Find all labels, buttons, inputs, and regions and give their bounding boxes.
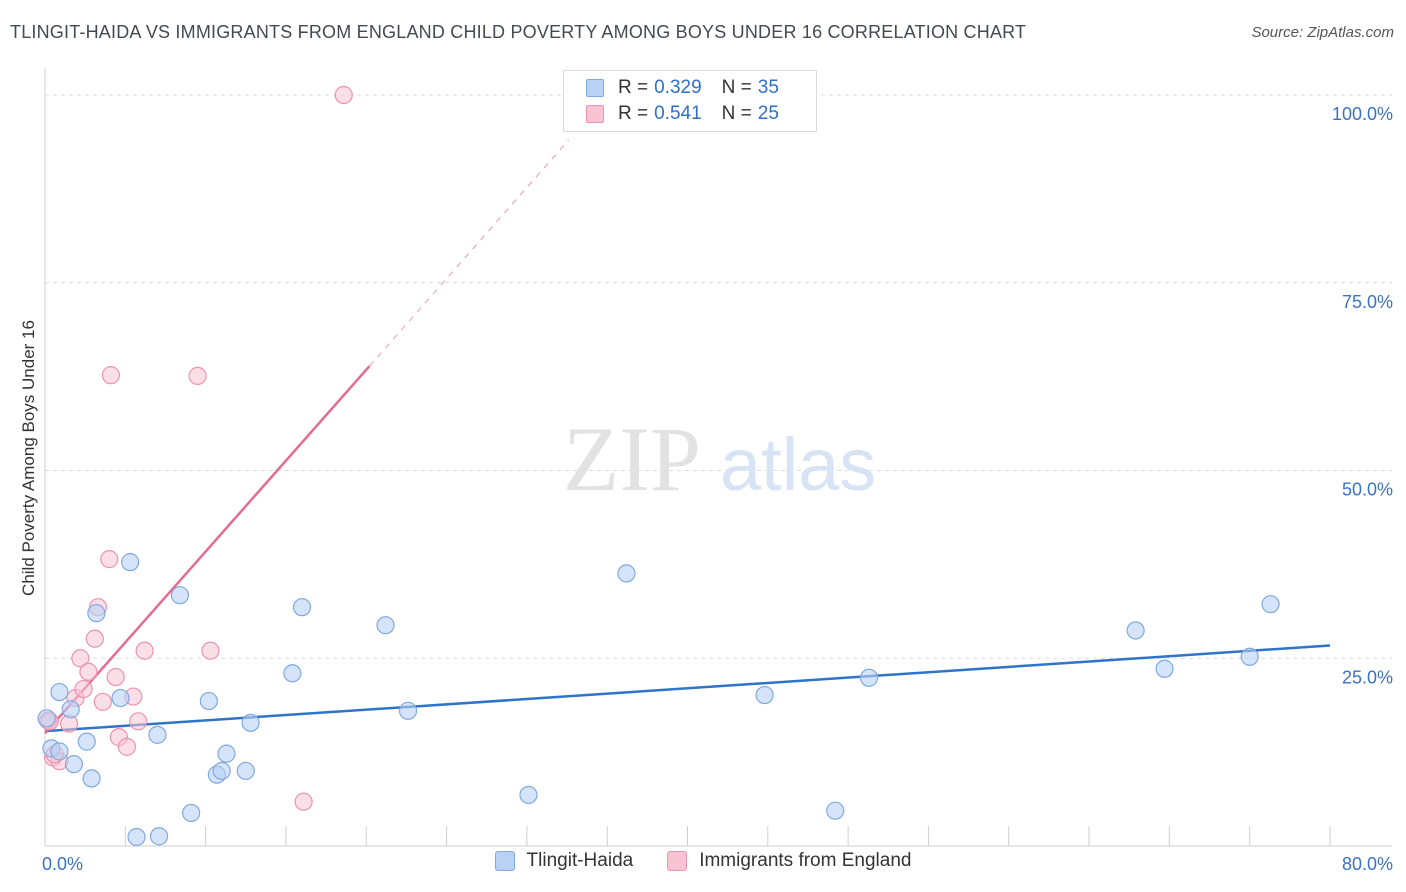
legend-item-immigrants-england: Immigrants from England bbox=[667, 850, 911, 872]
data-point-tlingit-haida bbox=[149, 827, 169, 846]
watermark: ZIP atlas bbox=[563, 408, 876, 510]
chart-title: TLINGIT-HAIDA VS IMMIGRANTS FROM ENGLAND… bbox=[10, 22, 1027, 42]
stats-legend: R = 0.329 N = 35 R = 0.541 N = 25 bbox=[563, 70, 817, 132]
legend-r-label: R = bbox=[618, 103, 649, 124]
legend-r-value: 0.541 bbox=[654, 103, 702, 124]
data-point-tlingit-haida bbox=[111, 688, 130, 708]
trend-line-immigrants-england bbox=[44, 365, 371, 735]
data-point-tlingit-haida bbox=[50, 682, 69, 702]
data-point-tlingit-haida bbox=[61, 700, 80, 719]
y-axis-label: Child Poverty Among Boys Under 16 bbox=[19, 320, 38, 596]
data-point-tlingit-haida bbox=[1240, 647, 1259, 666]
data-point-tlingit-haida bbox=[87, 604, 106, 623]
data-point-tlingit-haida bbox=[376, 616, 395, 635]
data-point-tlingit-haida bbox=[236, 761, 255, 781]
data-point-immigrants-england bbox=[129, 712, 148, 731]
x-tick-label: 0.0% bbox=[42, 854, 83, 874]
data-point-immigrants-england bbox=[294, 792, 313, 811]
x-tick-label: 80.0% bbox=[1342, 854, 1393, 874]
data-point-immigrants-england bbox=[334, 85, 353, 105]
data-point-tlingit-haida bbox=[50, 742, 69, 761]
data-point-immigrants-england bbox=[74, 679, 93, 699]
legend-swatch-pink bbox=[667, 851, 688, 871]
data-point-tlingit-haida bbox=[37, 709, 56, 728]
data-points bbox=[37, 85, 1280, 847]
data-point-tlingit-haida bbox=[519, 785, 538, 805]
data-point-tlingit-haida bbox=[1155, 659, 1174, 678]
legend-item-tlingit-haida: Tlingit-Haida bbox=[494, 850, 634, 872]
data-point-tlingit-haida bbox=[398, 701, 418, 720]
data-point-tlingit-haida bbox=[859, 668, 879, 687]
grid-lines bbox=[45, 94, 1392, 659]
data-point-tlingit-haida bbox=[77, 732, 96, 751]
data-point-tlingit-haida bbox=[199, 691, 218, 711]
data-point-immigrants-england bbox=[135, 641, 154, 660]
data-point-immigrants-england bbox=[201, 641, 220, 660]
legend-r-label: R = bbox=[618, 77, 649, 98]
legend-row-tlingit: R = 0.329 N = 35 bbox=[586, 75, 785, 101]
data-point-immigrants-england bbox=[100, 550, 119, 569]
series-legend: Tlingit-Haida Immigrants from England bbox=[0, 850, 1406, 872]
trend-line-tlingit-haida bbox=[44, 644, 1331, 733]
y-tick-label: 50.0% bbox=[1342, 480, 1393, 500]
trend-line-extension bbox=[369, 139, 570, 367]
legend-n-value: 35 bbox=[757, 77, 779, 98]
source-credit: Source: ZipAtlas.com bbox=[1251, 24, 1394, 41]
legend-swatch-blue bbox=[586, 79, 604, 97]
legend-n-label: N = bbox=[721, 103, 752, 124]
data-point-immigrants-england bbox=[101, 366, 120, 385]
data-point-tlingit-haida bbox=[148, 725, 167, 744]
data-point-tlingit-haida bbox=[82, 769, 101, 788]
legend-n-value: 25 bbox=[757, 103, 779, 124]
data-point-immigrants-england bbox=[188, 366, 207, 385]
data-point-tlingit-haida bbox=[170, 586, 190, 605]
legend-label: Immigrants from England bbox=[699, 850, 912, 871]
y-tick-label: 25.0% bbox=[1342, 667, 1393, 687]
data-point-immigrants-england bbox=[71, 649, 90, 668]
data-point-tlingit-haida bbox=[283, 664, 302, 683]
data-point-tlingit-haida bbox=[212, 761, 231, 781]
legend-r-value: 0.329 bbox=[654, 77, 702, 98]
legend-swatch-pink bbox=[586, 105, 604, 123]
legend-n-label: N = bbox=[721, 77, 752, 98]
data-point-tlingit-haida bbox=[826, 801, 845, 820]
data-point-tlingit-haida bbox=[1261, 595, 1280, 614]
data-point-tlingit-haida bbox=[121, 553, 140, 572]
data-point-tlingit-haida bbox=[64, 755, 84, 774]
data-point-immigrants-england bbox=[117, 737, 137, 756]
data-point-tlingit-haida bbox=[755, 685, 774, 705]
tick-labels: 25.0% 50.0% 75.0% 100.0% 0.0% 80.0% bbox=[42, 104, 1393, 874]
data-point-immigrants-england bbox=[106, 667, 125, 687]
data-point-tlingit-haida bbox=[617, 564, 636, 583]
y-tick-label: 100.0% bbox=[1332, 104, 1393, 124]
y-tick-label: 75.0% bbox=[1342, 292, 1393, 312]
data-point-immigrants-england bbox=[79, 662, 98, 681]
watermark-zip: ZIP bbox=[563, 408, 701, 510]
data-point-tlingit-haida bbox=[292, 598, 312, 617]
data-point-immigrants-england bbox=[85, 629, 104, 648]
data-point-tlingit-haida bbox=[127, 827, 146, 847]
data-point-tlingit-haida bbox=[182, 803, 201, 823]
legend-row-england: R = 0.541 N = 25 bbox=[586, 101, 785, 127]
data-point-immigrants-england bbox=[93, 692, 112, 711]
watermark-atlas: atlas bbox=[720, 423, 876, 506]
data-point-tlingit-haida bbox=[217, 744, 236, 763]
legend-swatch-blue bbox=[494, 851, 515, 871]
trend-lines bbox=[44, 139, 1331, 735]
data-point-tlingit-haida bbox=[1126, 621, 1145, 640]
data-point-tlingit-haida bbox=[241, 713, 260, 732]
axes bbox=[44, 68, 1392, 847]
legend-label: Tlingit-Haida bbox=[526, 850, 634, 871]
